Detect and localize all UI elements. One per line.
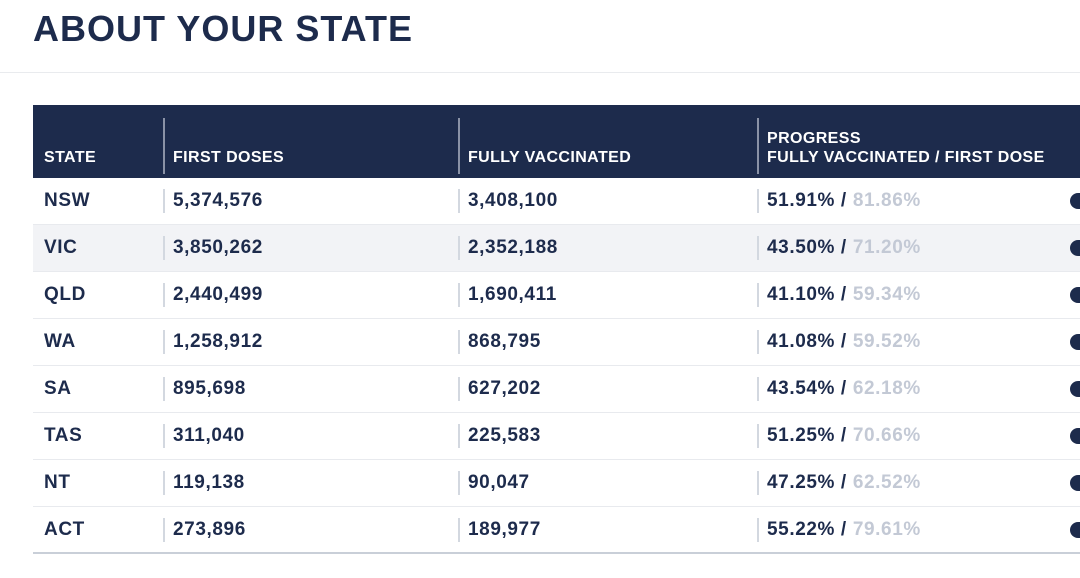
progress-cell: 41.10% / 59.34%	[757, 272, 1070, 318]
progress-bar	[1070, 334, 1080, 350]
progress-first-value: 62.52%	[852, 472, 921, 493]
progress-cell: 51.25% / 70.66%	[757, 413, 1070, 459]
progress-cell: 43.54% / 62.18%	[757, 366, 1070, 412]
progress-fully-value: 41.08% /	[767, 331, 847, 352]
progress-bar-cell	[1070, 507, 1080, 552]
column-header-progress-bar	[1070, 105, 1080, 178]
fully-vaccinated-cell: 189,977	[458, 507, 757, 552]
fully-vaccinated-cell: 1,690,411	[458, 272, 757, 318]
table-row[interactable]: VIC 3,850,262 2,352,188 43.50% / 71.20%	[33, 225, 1080, 272]
page-title: ABOUT YOUR STATE	[33, 8, 414, 49]
progress-fully-value: 41.10% /	[767, 284, 847, 305]
progress-bar	[1070, 521, 1080, 538]
first-doses-cell: 5,374,576	[163, 178, 458, 224]
table-row[interactable]: NT 119,138 90,047 47.25% / 62.52%	[33, 460, 1080, 507]
progress-first-value: 81.86%	[852, 190, 921, 211]
section-divider	[0, 72, 1080, 73]
progress-bar	[1070, 475, 1080, 491]
progress-fully-value: 51.25% /	[767, 425, 847, 446]
fully-vaccinated-cell: 2,352,188	[458, 225, 757, 271]
progress-bar	[1070, 240, 1080, 256]
progress-first-value: 62.18%	[852, 378, 921, 399]
column-header-progress: PROGRESS FULLY VACCINATED / FIRST DOSE	[757, 105, 1070, 178]
progress-cell: 41.08% / 59.52%	[757, 319, 1070, 365]
table-header-row: STATE FIRST DOSES FULLY VACCINATED PROGR…	[33, 105, 1080, 178]
progress-first-value: 79.61%	[852, 518, 921, 540]
progress-bar-cell	[1070, 225, 1080, 271]
fully-vaccinated-cell: 3,408,100	[458, 178, 757, 224]
progress-cell: 51.91% / 81.86%	[757, 178, 1070, 224]
progress-first-value: 70.66%	[852, 425, 921, 446]
state-cell: TAS	[44, 425, 83, 446]
first-doses-cell: 1,258,912	[163, 319, 458, 365]
table-row[interactable]: WA 1,258,912 868,795 41.08% / 59.52%	[33, 319, 1080, 366]
progress-first-value: 59.34%	[852, 284, 921, 305]
fully-vaccinated-cell: 868,795	[458, 319, 757, 365]
column-header-state: STATE	[44, 149, 97, 167]
progress-bar	[1070, 381, 1080, 397]
progress-cell: 55.22% / 79.61%	[757, 507, 1070, 552]
state-cell: VIC	[44, 237, 78, 258]
first-doses-cell: 3,850,262	[163, 225, 458, 271]
progress-bar-cell	[1070, 272, 1080, 318]
first-doses-cell: 273,896	[163, 507, 458, 552]
progress-fully-value: 51.91% /	[767, 190, 847, 211]
table-row[interactable]: NSW 5,374,576 3,408,100 51.91% / 81.86%	[33, 178, 1080, 225]
first-doses-cell: 895,698	[163, 366, 458, 412]
progress-first-value: 59.52%	[852, 331, 921, 352]
progress-fully-value: 43.54% /	[767, 378, 847, 399]
column-header-fully-vaccinated: FULLY VACCINATED	[458, 105, 757, 178]
state-vaccination-table: STATE FIRST DOSES FULLY VACCINATED PROGR…	[33, 105, 1080, 554]
fully-vaccinated-cell: 225,583	[458, 413, 757, 459]
progress-bar	[1070, 287, 1080, 303]
progress-bar-cell	[1070, 366, 1080, 412]
table-row[interactable]: QLD 2,440,499 1,690,411 41.10% / 59.34%	[33, 272, 1080, 319]
progress-bar-cell	[1070, 178, 1080, 224]
progress-cell: 47.25% / 62.52%	[757, 460, 1070, 506]
first-doses-cell: 119,138	[163, 460, 458, 506]
progress-fully-value: 55.22% /	[767, 518, 847, 540]
progress-bar-cell	[1070, 460, 1080, 506]
fully-vaccinated-cell: 627,202	[458, 366, 757, 412]
state-cell: WA	[44, 331, 76, 352]
fully-vaccinated-cell: 90,047	[458, 460, 757, 506]
progress-fully-value: 43.50% /	[767, 237, 847, 258]
table-row[interactable]: TAS 311,040 225,583 51.25% / 70.66%	[33, 413, 1080, 460]
table-row[interactable]: SA 895,698 627,202 43.54% / 62.18%	[33, 366, 1080, 413]
first-doses-cell: 2,440,499	[163, 272, 458, 318]
state-cell: QLD	[44, 284, 86, 305]
state-cell: NSW	[44, 190, 91, 211]
state-cell: ACT	[44, 518, 85, 540]
table-row[interactable]: ACT 273,896 189,977 55.22% / 79.61%	[33, 507, 1080, 554]
progress-fully-value: 47.25% /	[767, 472, 847, 493]
state-cell: NT	[44, 472, 71, 493]
progress-first-value: 71.20%	[852, 237, 921, 258]
progress-bar	[1070, 428, 1080, 444]
state-cell: SA	[44, 378, 72, 399]
progress-bar-cell	[1070, 319, 1080, 365]
progress-bar	[1070, 193, 1080, 209]
progress-cell: 43.50% / 71.20%	[757, 225, 1070, 271]
progress-bar-cell	[1070, 413, 1080, 459]
first-doses-cell: 311,040	[163, 413, 458, 459]
column-header-first-doses: FIRST DOSES	[163, 105, 458, 178]
